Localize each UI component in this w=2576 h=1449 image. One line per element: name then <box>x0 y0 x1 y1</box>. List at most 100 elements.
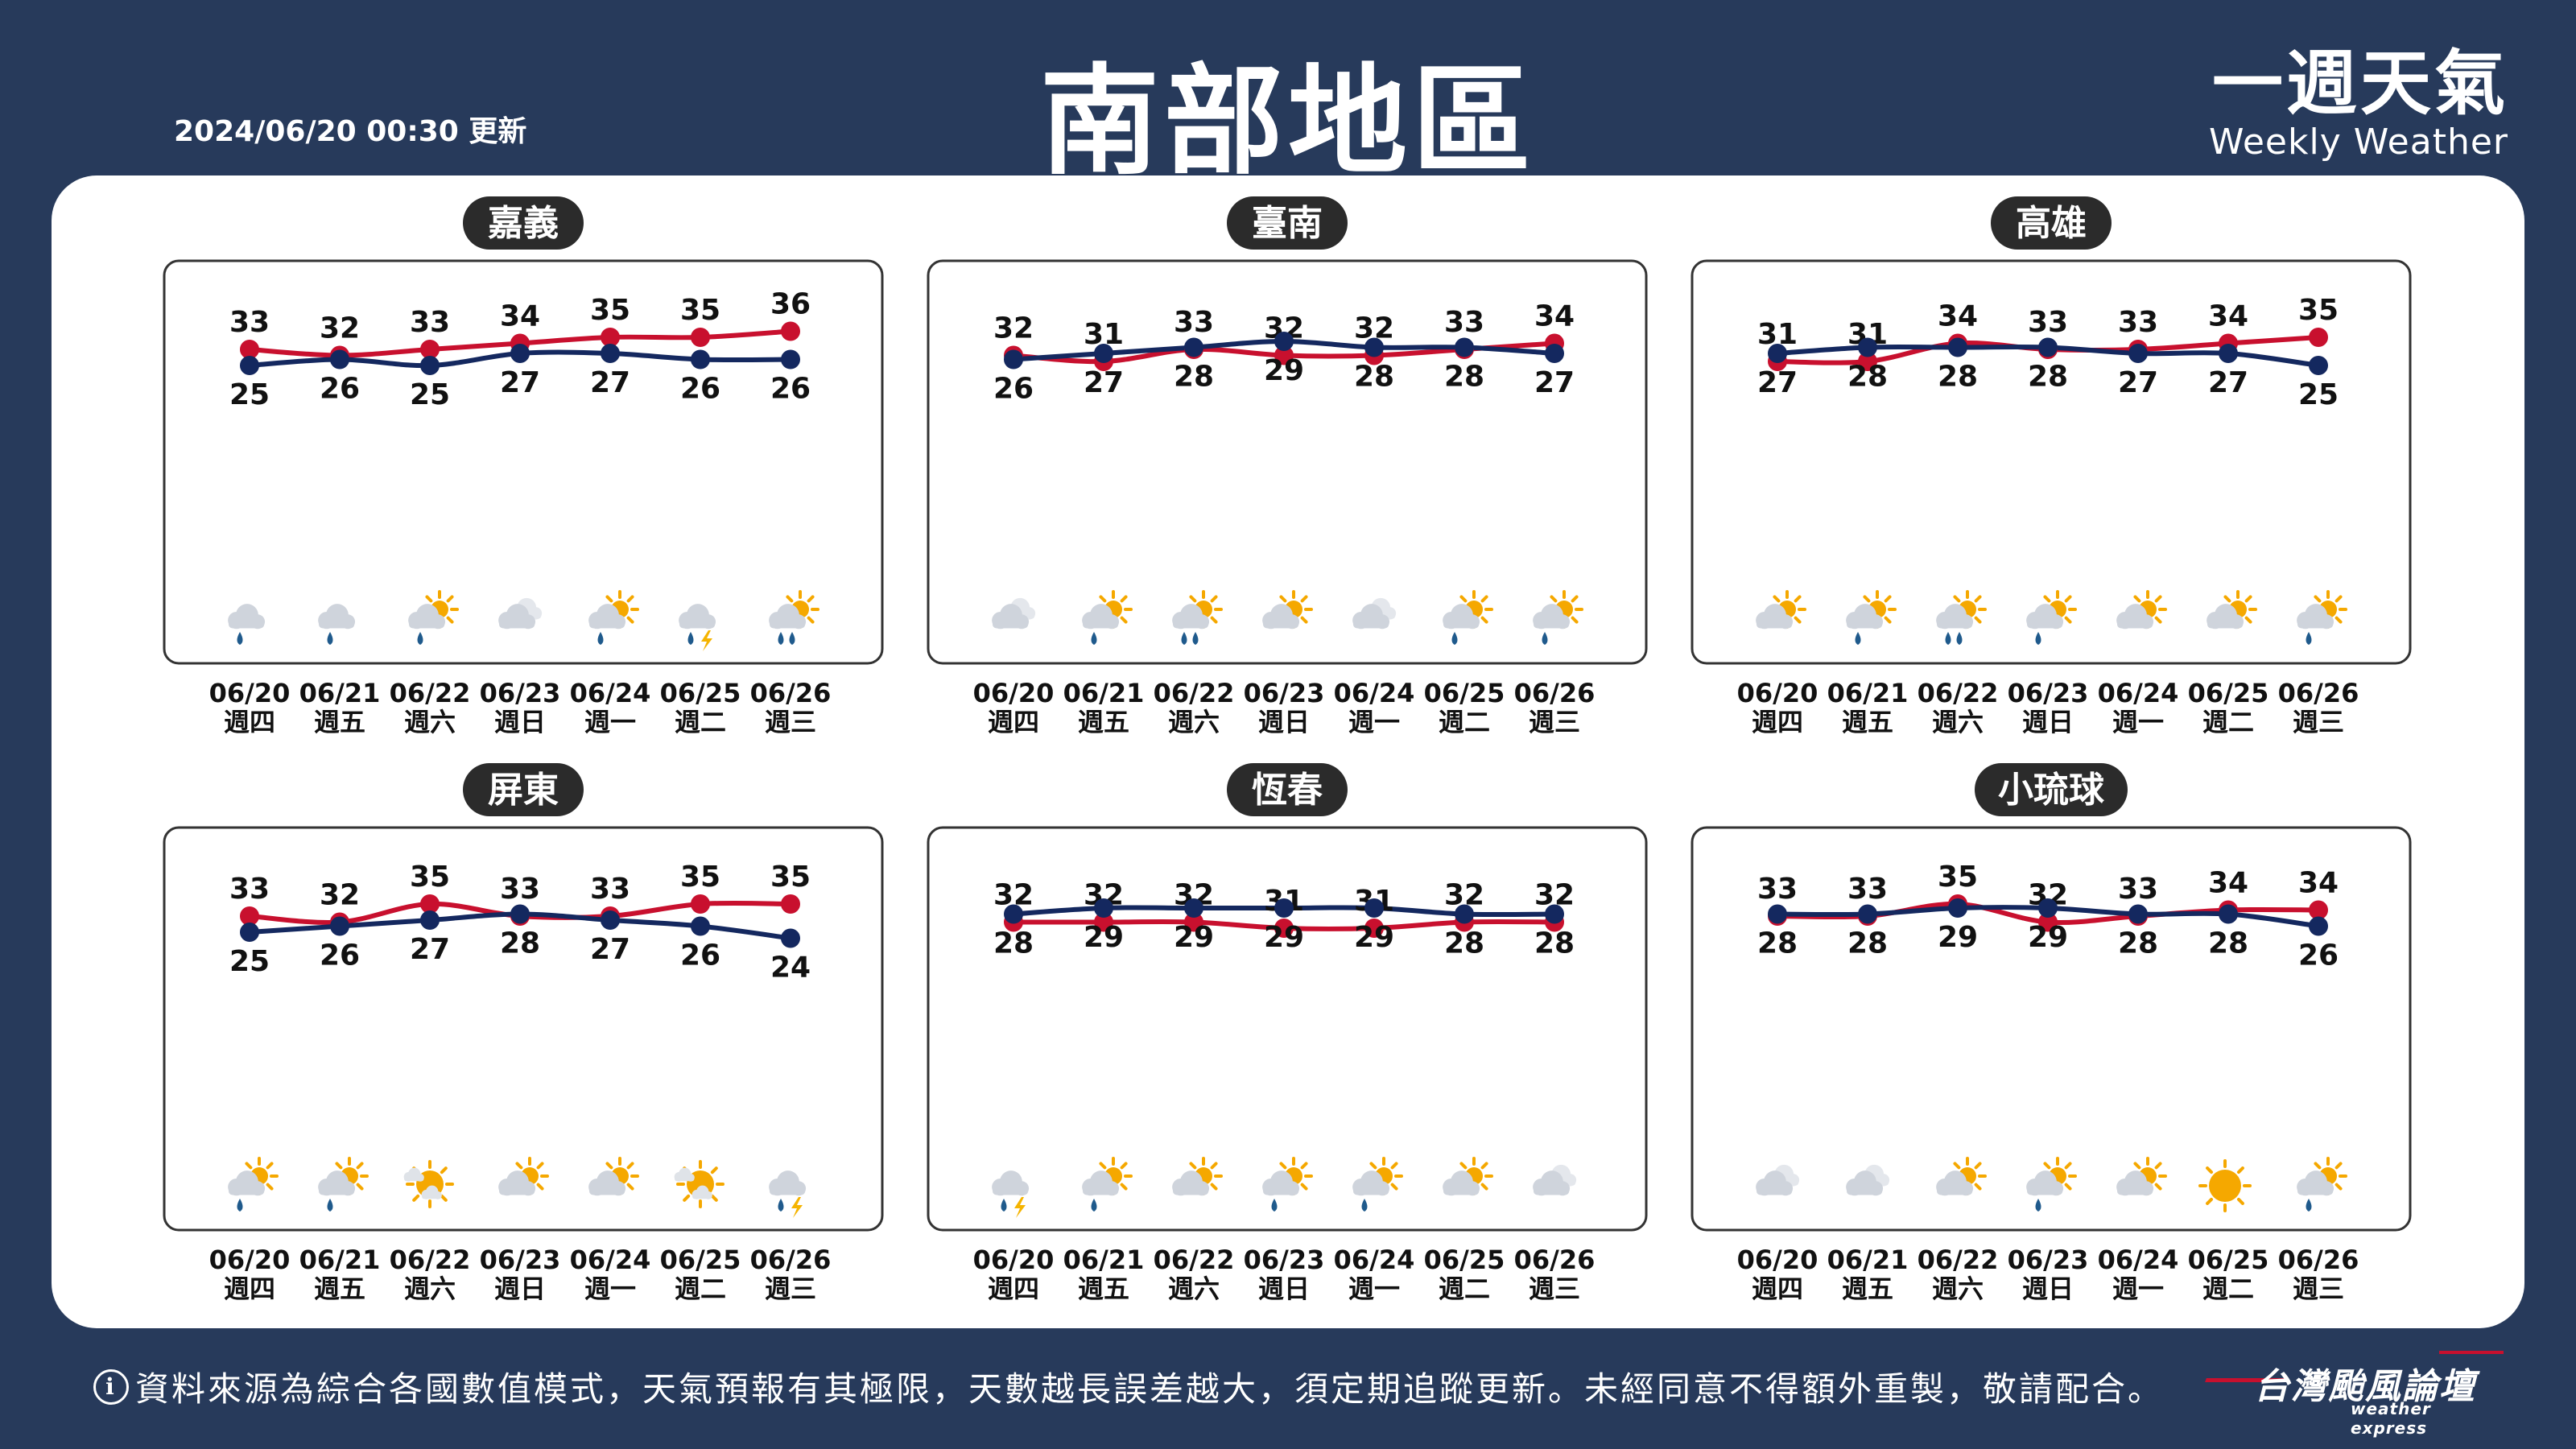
date-label: 06/26 <box>1514 1245 1596 1275</box>
date-label: 06/20 <box>973 1245 1055 1275</box>
low-temp-label: 27 <box>1084 366 1124 399</box>
lightning-bolt <box>791 1197 803 1218</box>
date-label: 06/26 <box>2278 678 2359 708</box>
forum-logo: 台灣颱風論壇 weather express <box>2205 1346 2512 1438</box>
cloud-shape <box>228 604 266 630</box>
cloud-shape <box>1756 604 1794 630</box>
city-name-pill <box>1991 196 2112 250</box>
low-temp-point <box>1545 904 1564 924</box>
weekday-label: 週二 <box>2202 707 2254 737</box>
cloud-shape <box>1262 604 1300 630</box>
brand-title-en: Weekly Weather <box>2208 122 2508 163</box>
weekday-label: 週一 <box>584 707 636 737</box>
low-temp-point <box>1274 898 1294 918</box>
low-temp-point <box>1094 344 1113 363</box>
high-temp-label: 33 <box>1847 873 1888 906</box>
low-temp-point <box>1455 337 1474 357</box>
low-temp-label: 29 <box>2028 921 2068 954</box>
weekday-label: 週一 <box>2112 1274 2164 1304</box>
low-temp-point <box>1768 904 1787 924</box>
high-temp-label: 35 <box>680 294 720 327</box>
weekday-label: 週二 <box>1439 1274 1490 1304</box>
cloud-shape <box>2116 604 2154 630</box>
weekday-label: 週三 <box>2293 1274 2344 1304</box>
raindrop <box>237 632 243 645</box>
high-temp-label: 33 <box>1757 873 1798 906</box>
date-label: 06/22 <box>1918 678 1999 708</box>
low-temp-label: 26 <box>680 939 720 972</box>
high-temp-label: 33 <box>2028 306 2068 339</box>
low-temp-label: 28 <box>1847 927 1888 960</box>
forum-logo-text: 台灣颱風論壇 <box>2254 1366 2476 1407</box>
low-temp-point <box>330 349 349 369</box>
date-label: 06/24 <box>2098 678 2179 708</box>
partly-cloudy-icon <box>588 1157 639 1196</box>
partly-cloudy-rain-icon <box>2026 1157 2077 1212</box>
weekday-label: 週四 <box>1752 707 1803 737</box>
cloud-shape <box>2207 604 2244 630</box>
low-temp-point <box>420 356 440 375</box>
chart-group: 恆春323232313132322829292929282806/20週四06/… <box>927 763 1648 1304</box>
date-label: 06/23 <box>2008 678 2089 708</box>
raindrop <box>1855 632 1861 645</box>
city-name: 恆春 <box>1252 770 1323 811</box>
low-temp-point <box>1004 904 1023 924</box>
cloud-shape <box>318 1170 356 1196</box>
partly-cloudy-rain-icon <box>1443 590 1493 645</box>
weekday-label: 週五 <box>1842 707 1893 737</box>
weekday-label: 週日 <box>2022 707 2074 737</box>
cloudy-icon <box>1352 597 1397 630</box>
disclaimer-text: 資料來源為綜合各國數值模式，天氣預報有其極限，天數越長誤差越大，須定期追蹤更新。… <box>135 1369 2165 1409</box>
cloudy-icon <box>498 597 543 630</box>
low-temp-point <box>1094 898 1113 918</box>
date-label: 06/23 <box>480 678 561 708</box>
date-label: 06/22 <box>390 1245 471 1275</box>
low-temp-point <box>1545 344 1564 363</box>
high-temp-point <box>781 321 800 341</box>
partly-cloudy-heavy-rain-icon <box>1172 590 1223 645</box>
low-temp-point <box>2128 344 2148 363</box>
low-temp-label: 28 <box>993 927 1034 960</box>
low-temp-point <box>1858 337 1877 357</box>
high-temp-point <box>781 894 800 914</box>
low-temp-point <box>1948 337 1967 357</box>
raindrop <box>778 632 784 645</box>
weekday-label: 週四 <box>1752 1274 1803 1304</box>
low-temp-point <box>1274 332 1294 351</box>
cloud-shape <box>1352 1170 1390 1196</box>
cloud-shape <box>2297 604 2334 630</box>
cloud-shape <box>992 604 1030 630</box>
date-label: 06/22 <box>390 678 471 708</box>
low-temp-label: 26 <box>680 373 720 406</box>
high-temp-point <box>420 894 440 914</box>
partly-cloudy-rain-icon <box>2026 590 2077 645</box>
low-temp-label: 26 <box>320 373 360 406</box>
low-temp-label: 28 <box>1938 361 1978 394</box>
date-label: 06/20 <box>209 1245 291 1275</box>
weekday-label: 週六 <box>1168 707 1220 737</box>
date-label: 06/24 <box>570 1245 651 1275</box>
weekday-label: 週四 <box>988 1274 1039 1304</box>
weekday-label: 週日 <box>2022 1274 2074 1304</box>
high-temp-label: 33 <box>410 306 450 339</box>
low-temp-label: 25 <box>229 378 270 411</box>
low-temp-label: 26 <box>320 939 360 972</box>
date-label: 06/20 <box>973 678 1055 708</box>
weekday-label: 週四 <box>224 707 275 737</box>
cloud-shape <box>1936 604 1974 630</box>
low-temp-point <box>240 923 259 942</box>
low-temp-label: 28 <box>1847 361 1888 394</box>
date-label: 06/21 <box>1827 1245 1909 1275</box>
weekday-label: 週二 <box>675 707 726 737</box>
cloud-shape <box>2026 1170 2064 1196</box>
high-temp-point <box>1274 919 1294 938</box>
weekday-label: 週三 <box>1529 707 1580 737</box>
weekday-label: 週一 <box>1348 1274 1400 1304</box>
partly-cloudy-icon <box>2207 590 2257 630</box>
city-name: 臺南 <box>1252 203 1323 244</box>
forecast-card: 嘉義 33 32 33 34 35 35 36 25 26 25 27 27 26 26 06/20 週四 06/… <box>52 175 2524 1328</box>
high-temp-label: 33 <box>229 306 270 339</box>
